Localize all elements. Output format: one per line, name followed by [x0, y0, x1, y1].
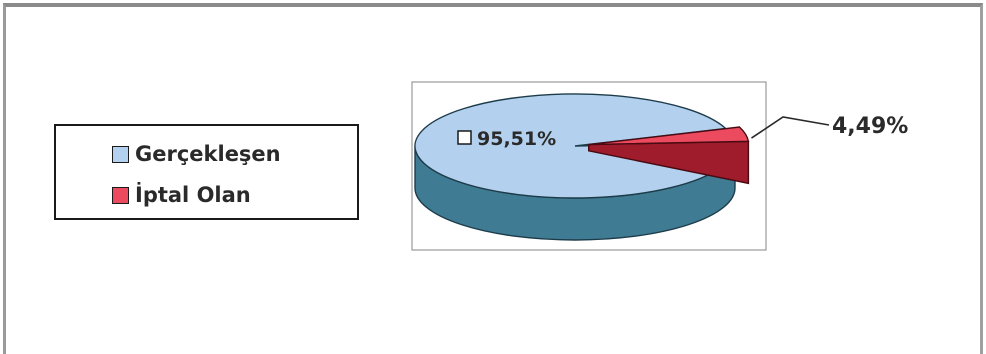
- legend-item-gerceklesen: Gerçekleşen: [112, 142, 281, 166]
- label-marker-gerceklesen: [457, 130, 472, 145]
- chart-legend: Gerçekleşen İptal Olan: [54, 124, 359, 220]
- data-labels: 95,51% 4,49%: [457, 114, 908, 150]
- leader-line-iptal-olan: [751, 116, 830, 139]
- legend-swatch-gerceklesen: [112, 145, 129, 163]
- slice-gerceklesen: [414, 93, 736, 199]
- data-label-iptal-olan: 4,49%: [832, 114, 908, 139]
- legend-item-iptal-olan: İptal Olan: [112, 183, 251, 207]
- pie-slices: [414, 93, 750, 241]
- legend-label-iptal-olan: İptal Olan: [135, 183, 251, 207]
- legend-swatch-iptal-olan: [112, 186, 129, 204]
- slice-iptal-olan: [588, 126, 750, 146]
- data-label-gerceklesen: 95,51%: [477, 128, 556, 150]
- legend-label-gerceklesen: Gerçekleşen: [135, 142, 281, 166]
